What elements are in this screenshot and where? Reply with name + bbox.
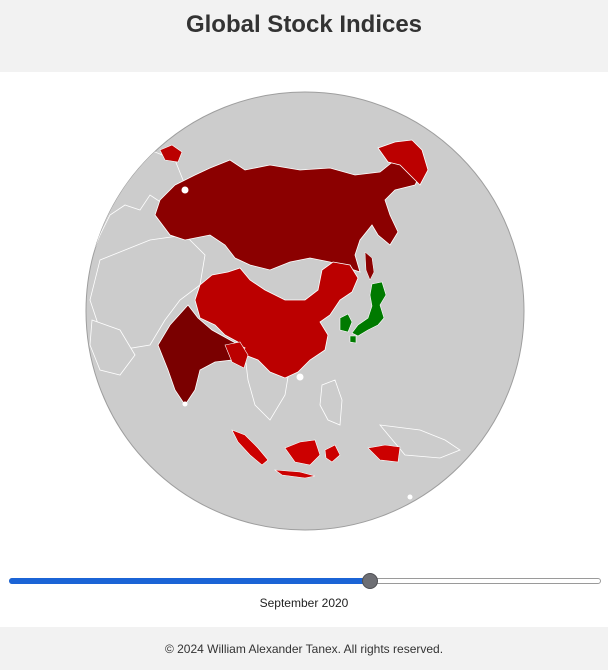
copyright-text: © 2024 William Alexander Tanex. All righ… bbox=[164, 641, 444, 656]
island-marker bbox=[407, 494, 413, 500]
slider-thumb[interactable] bbox=[362, 573, 379, 589]
timeline-date-label: September 2020 bbox=[259, 596, 349, 610]
footer-bar: © 2024 William Alexander Tanex. All righ… bbox=[0, 627, 608, 670]
country-indonesia-papua[interactable] bbox=[367, 444, 401, 463]
country-japan-kyushu[interactable] bbox=[349, 335, 357, 344]
page-title: Global Stock Indices bbox=[185, 11, 423, 38]
country-indonesia-java[interactable] bbox=[273, 469, 316, 479]
island-marker bbox=[182, 401, 188, 407]
country-russia-northwest[interactable] bbox=[159, 144, 183, 163]
island-marker bbox=[296, 373, 304, 381]
slider-fill bbox=[9, 578, 371, 584]
country-indonesia-sulawesi[interactable] bbox=[324, 444, 341, 463]
country-myanmar[interactable] bbox=[224, 341, 249, 369]
land-outlines bbox=[89, 149, 461, 459]
header-bar: Global Stock Indices bbox=[0, 0, 608, 72]
country-japan[interactable] bbox=[351, 281, 387, 337]
country-south-korea[interactable] bbox=[339, 313, 353, 333]
island-marker bbox=[181, 186, 189, 194]
country-russia-far-east[interactable] bbox=[377, 139, 429, 186]
country-russia[interactable] bbox=[154, 157, 421, 273]
country-indonesia-sumatra[interactable] bbox=[231, 429, 269, 466]
country-russia-sakhalin[interactable] bbox=[364, 251, 375, 281]
globe-map[interactable] bbox=[0, 72, 608, 552]
timeline-slider[interactable] bbox=[0, 566, 608, 596]
globe-container[interactable] bbox=[0, 72, 608, 552]
country-indonesia-borneo[interactable] bbox=[284, 439, 321, 466]
